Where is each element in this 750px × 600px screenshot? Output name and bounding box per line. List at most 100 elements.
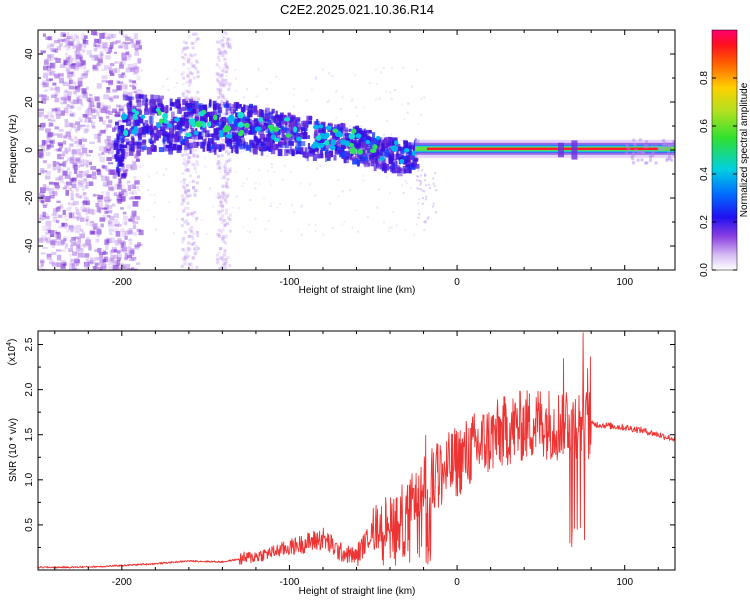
heatmap-noise-cell — [95, 238, 100, 243]
heatmap-noise-cell — [102, 120, 106, 125]
heatmap-noise-cell — [88, 161, 93, 166]
heatmap-noise-cell — [119, 64, 124, 69]
heatmap-streak-cell — [220, 201, 224, 205]
heatmap-streak-cell — [75, 248, 79, 252]
heatmap-streak-cell — [217, 192, 221, 196]
heatmap-faint-cell — [335, 90, 338, 93]
heatmap-faint-cell — [380, 71, 383, 74]
heatmap-noise-cell — [70, 259, 76, 263]
heatmap-band-cell — [251, 120, 254, 127]
heatmap-streak-cell — [215, 77, 219, 81]
heatmap-noise-cell — [75, 46, 82, 50]
heatmap-noise-cell — [65, 67, 71, 71]
heatmap-noise-cell — [116, 184, 122, 190]
heatmap-band-cell — [166, 137, 170, 144]
heatmap-streak-cell — [185, 183, 189, 187]
heatmap-band-cell — [255, 110, 258, 114]
heatmap-streak-cell — [69, 159, 73, 163]
heatmap-band-cell — [264, 115, 270, 120]
heatmap-streak-cell — [193, 247, 197, 251]
heatmap-faint-cell — [167, 201, 170, 204]
heatmap-band-cell — [170, 111, 175, 119]
heatmap-streak-cell — [64, 245, 68, 249]
heatmap-noise-cell — [138, 229, 144, 236]
heatmap-band-cell — [212, 112, 217, 117]
heatmap-faint-cell — [376, 206, 379, 209]
heatmap-streak-cell — [182, 178, 186, 182]
heatmap-noise-cell — [89, 101, 95, 107]
heatmap-band-cell — [249, 121, 253, 130]
heatmap-noise-cell — [77, 77, 83, 83]
heatmap-streak-cell — [195, 153, 199, 157]
heatmap-noise-cell — [120, 263, 124, 267]
heatmap-band-cell — [187, 142, 194, 149]
heatmap-faint-cell — [225, 209, 228, 212]
heatmap-noise-cell — [95, 202, 99, 208]
heatmap-band-cell — [352, 158, 358, 165]
heatmap-band-cell — [122, 135, 126, 143]
heatmap-streak-cell — [65, 223, 69, 227]
heatmap-noise-cell — [112, 108, 117, 113]
heatmap-streak-cell — [184, 164, 188, 168]
heatmap-line-disturbance — [558, 142, 565, 158]
heatmap-streak-cell — [226, 171, 230, 175]
heatmap-faint-cell — [390, 133, 393, 136]
heatmap-band-cell — [122, 94, 128, 101]
heatmap-peak-spot — [189, 120, 195, 126]
heatmap-noise-cell — [118, 181, 123, 185]
heatmap-band-cell — [361, 151, 365, 156]
heatmap-streak-cell — [196, 75, 200, 79]
heatmap-noise-cell — [91, 209, 96, 216]
heatmap-noise-cell — [48, 192, 52, 199]
heatmap-noise-cell — [45, 228, 51, 232]
heatmap-streak-cell — [65, 47, 69, 51]
heatmap-faint-cell — [160, 140, 163, 143]
heatmap-noise-cell — [111, 155, 117, 160]
heatmap-band-cell — [202, 139, 206, 147]
heatmap-peak-spot — [343, 140, 351, 147]
heatmap-noise-cell — [96, 232, 100, 237]
heatmap-fringe-cell — [671, 152, 675, 156]
heatmap-streak-cell — [64, 174, 68, 178]
heatmap-band-cell — [265, 144, 271, 151]
heatmap-band-cell — [230, 112, 235, 116]
heatmap-peak-spot — [365, 139, 371, 145]
heatmap-band-cell — [145, 98, 149, 103]
heatmap-noise-cell — [106, 180, 113, 186]
heatmap-peak-spot — [198, 111, 205, 117]
heatmap-noise-cell — [99, 53, 104, 59]
heatmap-band-cell — [277, 148, 283, 157]
heatmap-noise-cell — [117, 257, 121, 262]
heatmap-peak-spot — [403, 148, 410, 153]
heatmap-faint-cell — [314, 194, 317, 197]
heatmap-noise-cell — [135, 135, 140, 138]
heatmap-faint-cell — [400, 184, 403, 187]
heatmap-noise-cell — [82, 72, 88, 76]
heatmap-noise-cell — [53, 182, 60, 186]
heatmap-band-cell — [406, 155, 411, 163]
heatmap-streak-cell — [186, 201, 190, 205]
heatmap-noise-cell — [131, 184, 136, 189]
heatmap-streak-cell — [187, 156, 191, 160]
heatmap-fringe-cell — [651, 150, 655, 154]
heatmap-noise-cell — [118, 191, 125, 196]
heatmap-noise-cell — [75, 88, 80, 93]
heatmap-streak-cell — [83, 207, 87, 211]
heatmap-noise-cell — [46, 144, 52, 147]
heatmap-band-cell — [184, 100, 189, 106]
heatmap-streak-cell — [75, 48, 79, 52]
heatmap-band-cell — [144, 103, 149, 112]
heatmap-noise-cell — [115, 262, 120, 267]
heatmap-streak-cell — [196, 37, 200, 41]
heatmap-faint-cell — [416, 223, 419, 226]
heatmap-faint-cell — [354, 209, 357, 212]
heatmap-streak-cell — [196, 163, 200, 167]
heatmap-noise-cell — [41, 94, 48, 97]
heatmap-noise-cell — [91, 171, 97, 176]
heatmap-streak-cell — [63, 160, 67, 164]
heatmap-band-cell — [247, 105, 252, 114]
heatmap-band-cell — [352, 140, 356, 147]
heatmap-noise-cell — [134, 245, 140, 250]
heatmap-faint-cell — [301, 204, 304, 207]
heatmap-fringe-cell — [668, 154, 672, 158]
